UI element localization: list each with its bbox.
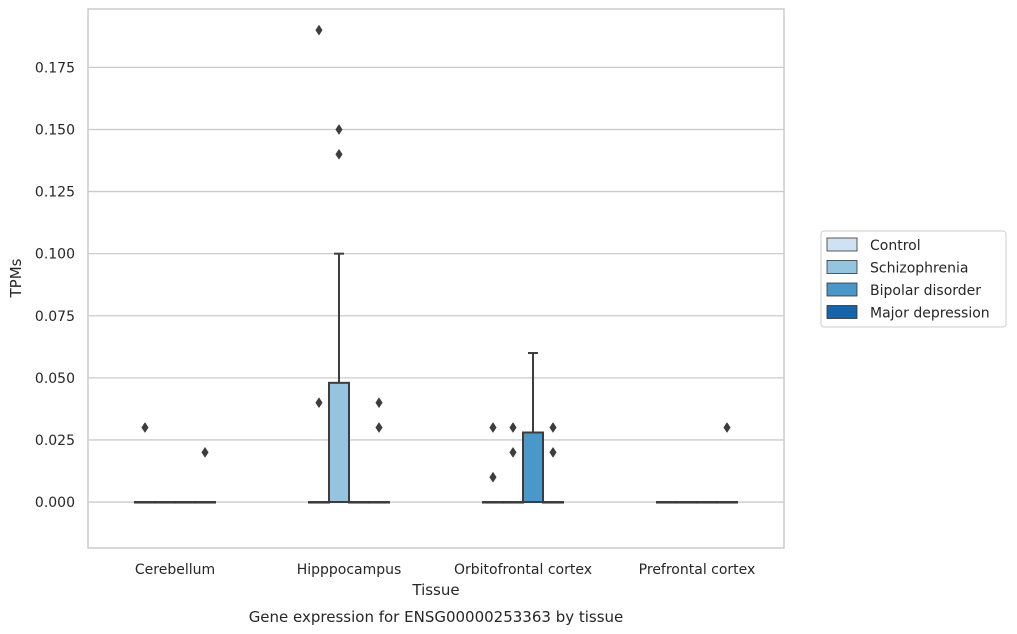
outlier-marker (335, 124, 343, 135)
outlier-marker (315, 397, 323, 409)
y-axis-title: TPMs (7, 258, 25, 298)
outlier-marker (335, 148, 343, 160)
y-tick-label: 0.025 (35, 433, 75, 449)
outlier-marker (489, 471, 497, 483)
chart-caption: Gene expression for ENSG00000253363 by t… (249, 608, 624, 626)
y-tick-label: 0.075 (35, 309, 75, 325)
y-tick-label: 0.000 (35, 495, 75, 511)
outlier-marker (375, 397, 383, 409)
box (522, 431, 545, 504)
y-tick-label: 0.125 (35, 185, 75, 201)
outlier-marker (375, 422, 383, 433)
legend-label: Major depression (870, 306, 990, 322)
outlier-marker (549, 422, 557, 433)
legend-label: Control (870, 238, 921, 254)
x-tick-label: Hipppocampus (297, 562, 402, 578)
legend-swatch (826, 282, 858, 297)
plot-area (87, 8, 785, 549)
legend-swatch (826, 260, 858, 274)
box (327, 381, 350, 504)
legend-label: Bipolar disorder (870, 283, 981, 299)
outlier-marker (201, 446, 209, 458)
y-tick-label: 0.175 (35, 60, 75, 76)
legend-frame (820, 230, 1007, 328)
x-axis-tick-labels: Cerebellum Hipppocampus Orbitofrontal cort… (135, 562, 755, 578)
legend-label: Schizophrenia (870, 261, 968, 277)
outlier-marker (315, 24, 323, 36)
y-tick-label: 0.100 (35, 247, 75, 263)
y-axis-tick-labels: 0.000 0.025 0.050 0.075 0.100 0.125 0.150 0.175 (35, 60, 75, 511)
y-tick-label: 0.150 (35, 122, 75, 138)
x-tick-label: Prefrontal cortex (639, 562, 756, 578)
outlier-marker (509, 446, 517, 458)
x-tick-label: Orbitofrontal cortex (454, 562, 592, 578)
box-series (133, 252, 739, 504)
outlier-marker (723, 422, 731, 433)
legend-swatch (826, 305, 858, 319)
outlier-marker (549, 446, 557, 458)
x-tick-label: Cerebellum (135, 562, 215, 578)
legend: Control Schizophrenia Bipolar disorder Majo… (820, 230, 1007, 328)
outlier-points (141, 24, 731, 483)
outlier-marker (509, 422, 517, 433)
x-axis-title: Tissue (411, 581, 459, 599)
outlier-marker (489, 422, 497, 433)
legend-swatch (826, 237, 858, 252)
y-tick-label: 0.050 (35, 371, 75, 387)
outlier-marker (141, 422, 149, 433)
